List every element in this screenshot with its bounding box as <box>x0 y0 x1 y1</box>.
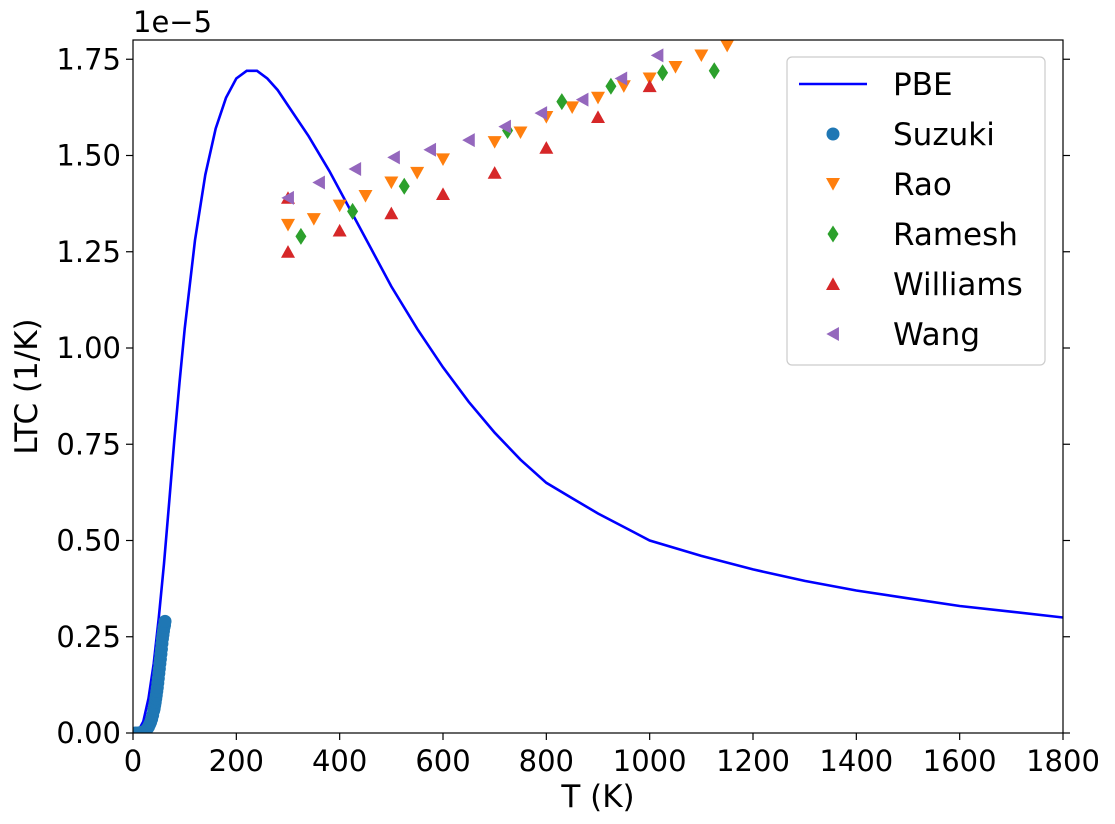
legend-handle-ramesh <box>827 225 839 243</box>
data-point-rao <box>487 136 502 149</box>
y-tick-label: 0.50 <box>56 524 121 558</box>
data-point-rao <box>668 61 683 74</box>
legend-label-wang: Wang <box>893 317 980 353</box>
series-williams <box>281 79 657 258</box>
x-tick-label: 1600 <box>923 744 997 778</box>
data-point-wang <box>348 161 362 176</box>
data-point-rao <box>384 176 399 190</box>
x-tick-label: 1000 <box>613 744 687 778</box>
legend-label-ramesh: Ramesh <box>893 217 1018 253</box>
data-point-rao <box>281 218 295 232</box>
series-ramesh <box>295 62 720 245</box>
data-point-wang <box>614 71 628 86</box>
data-point-ramesh <box>605 77 617 95</box>
y-axis-label: LTC (1/K) <box>9 318 45 454</box>
series-suzuki <box>133 614 172 733</box>
data-point-suzuki <box>158 614 172 628</box>
x-tick-label: 400 <box>312 744 367 778</box>
data-point-ramesh <box>347 202 359 220</box>
data-point-rao <box>513 126 528 140</box>
data-point-wang <box>387 150 400 165</box>
legend: PBE Suzuki Rao Ramesh Williams Wang <box>786 56 1046 366</box>
y-ticks: 0.00 0.25 0.50 0.75 1.00 1.25 1.50 1.75 <box>56 42 1070 750</box>
x-ticks: 0 200 400 600 800 1000 1200 1400 1600 1800 <box>124 733 1100 778</box>
data-point-ramesh <box>398 177 410 195</box>
x-tick-label: 200 <box>209 744 264 778</box>
data-point-rao <box>332 199 347 213</box>
x-tick-label: 1200 <box>716 744 790 778</box>
data-point-wang <box>650 48 664 63</box>
series-wang <box>281 48 664 205</box>
data-point-rao <box>616 80 631 93</box>
data-point-wang <box>498 119 511 134</box>
data-point-williams <box>436 187 450 200</box>
series-line-pbe <box>133 69 1063 733</box>
series-layer <box>133 40 1063 733</box>
data-point-williams <box>539 141 554 154</box>
data-point-ramesh <box>657 64 669 82</box>
data-point-rao <box>720 40 735 53</box>
data-point-williams <box>281 245 295 258</box>
data-point-rao <box>358 189 373 203</box>
data-point-rao <box>642 72 657 86</box>
y-tick-label: 0.00 <box>56 716 121 750</box>
data-point-wang <box>462 133 475 148</box>
y-tick-label: 0.25 <box>56 620 121 654</box>
data-point-wang <box>281 190 294 205</box>
data-point-rao <box>436 153 450 166</box>
y-tick-label: 1.25 <box>56 235 121 269</box>
y-tick-label: 1.50 <box>56 139 121 173</box>
y-offset-text: 1e−5 <box>133 5 212 39</box>
legend-handle-wang <box>826 327 839 341</box>
x-tick-label: 1800 <box>1026 744 1100 778</box>
legend-handle-suzuki <box>826 127 840 141</box>
legend-handle-williams <box>826 277 840 290</box>
data-point-williams <box>642 79 657 93</box>
x-tick-label: 0 <box>124 744 142 778</box>
legend-handle-rao <box>826 178 840 191</box>
legend-label-pbe: PBE <box>893 67 953 103</box>
data-point-wang <box>575 92 589 107</box>
x-tick-label: 600 <box>415 744 470 778</box>
legend-label-suzuki: Suzuki <box>893 117 995 153</box>
series-rao <box>281 40 735 232</box>
data-point-wang <box>312 175 325 190</box>
data-point-rao <box>565 101 580 115</box>
data-point-rao <box>410 166 425 180</box>
data-point-williams <box>591 110 605 123</box>
legend-box <box>786 56 1046 366</box>
data-point-ramesh <box>556 93 568 111</box>
data-point-williams <box>384 206 399 220</box>
legend-label-williams: Williams <box>893 267 1023 303</box>
data-point-williams <box>332 223 347 237</box>
data-point-rao <box>694 49 709 63</box>
data-point-ramesh <box>295 227 307 245</box>
x-tick-label: 800 <box>519 744 574 778</box>
x-axis-label: T (K) <box>560 779 634 815</box>
y-tick-label: 0.75 <box>56 427 121 461</box>
y-tick-label: 1.00 <box>56 331 121 365</box>
data-point-rao <box>591 91 605 105</box>
x-tick-label: 1400 <box>819 744 893 778</box>
y-tick-label: 1.75 <box>56 42 121 76</box>
data-point-rao <box>306 213 321 226</box>
plot-frame <box>132 39 1064 734</box>
series-pbe <box>133 69 1063 733</box>
data-point-wang <box>423 142 437 157</box>
data-point-ramesh <box>708 62 720 80</box>
legend-label-rao: Rao <box>893 167 952 203</box>
data-point-williams <box>487 166 502 179</box>
data-point-wang <box>534 106 548 121</box>
